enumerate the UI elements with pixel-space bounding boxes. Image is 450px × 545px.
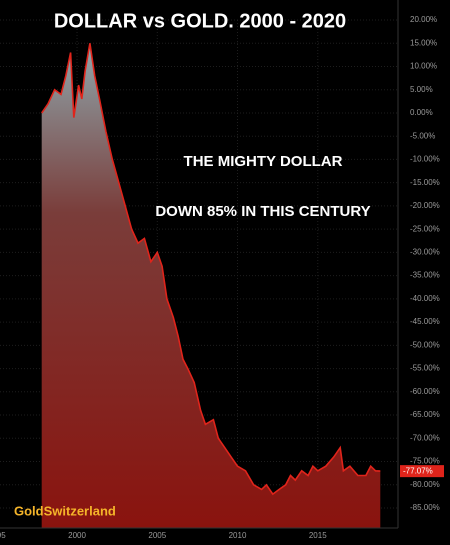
chart-title: DOLLAR vs GOLD. 2000 - 2020 [54, 10, 346, 32]
y-tick-label: -70.00% [410, 433, 440, 442]
y-tick-label: -80.00% [410, 480, 440, 489]
x-tick-label: 2000 [68, 531, 86, 540]
y-tick-label: -30.00% [410, 247, 440, 256]
annotation: DOWN 85% IN THIS CENTURY [155, 203, 370, 220]
y-tick-label: -60.00% [410, 387, 440, 396]
x-tick-label: 1995 [0, 531, 6, 540]
y-tick-label: -55.00% [410, 364, 440, 373]
last-value-box [400, 465, 444, 478]
watermark: GoldSwitzerland [14, 503, 116, 518]
y-tick-label: -40.00% [410, 294, 440, 303]
area-fill [41, 43, 381, 528]
y-tick-label: -75.00% [410, 457, 440, 466]
y-tick-label: -35.00% [410, 271, 440, 280]
y-tick-label: -5.00% [410, 131, 435, 140]
y-tick-label: -10.00% [410, 155, 440, 164]
x-tick-label: 2010 [229, 531, 247, 540]
last-value-label: -77.07% [403, 466, 433, 475]
y-tick-label: -65.00% [410, 410, 440, 419]
y-tick-label: -45.00% [410, 317, 440, 326]
y-tick-label: -20.00% [410, 201, 440, 210]
line [41, 43, 381, 496]
y-tick-label: -15.00% [410, 178, 440, 187]
y-tick-label: -85.00% [410, 503, 440, 512]
y-tick-label: 5.00% [410, 85, 433, 94]
annotation: THE MIGHTY DOLLAR [184, 153, 343, 170]
y-tick-label: 20.00% [410, 15, 437, 24]
y-tick-label: 15.00% [410, 38, 437, 47]
y-tick-label: -25.00% [410, 224, 440, 233]
y-tick-label: 10.00% [410, 62, 437, 71]
y-tick-label: 0.00% [410, 108, 433, 117]
y-tick-label: -50.00% [410, 340, 440, 349]
x-tick-label: 2015 [309, 531, 327, 540]
plot-area [41, 43, 381, 528]
x-tick-label: 2005 [148, 531, 166, 540]
